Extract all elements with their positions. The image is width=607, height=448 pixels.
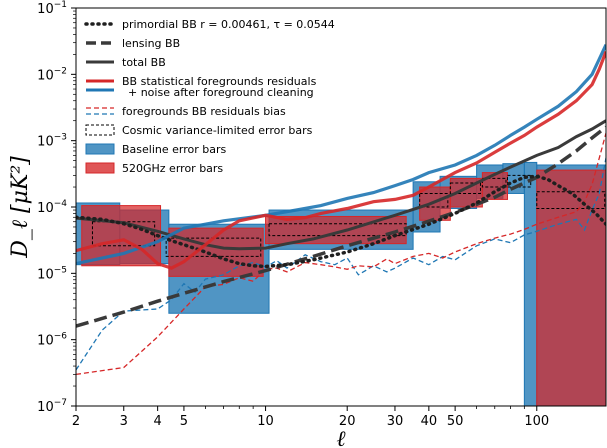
x-tick-label: 5 (180, 414, 188, 429)
y-tick-label: 10−4 (37, 199, 67, 216)
cv-error-box-8 (536, 191, 606, 209)
cv-error-box-5 (449, 182, 481, 194)
legend-item-7-swatch (85, 143, 115, 155)
x-tick-label: 2 (72, 414, 80, 429)
x-tick-label: 20 (339, 414, 356, 429)
legend-item-1-label: primordial BB r = 0.00461, τ = 0.0544 (122, 18, 335, 31)
axes: 2 3 4 5 10 20 30 40 50 100 10−7 10−6 10−5 10−4 10−3 10−… (37, 0, 549, 429)
legend-item-4-label-line2: + noise after foreground cleaning (128, 86, 314, 99)
legend-item-5: foregrounds BB residuals bias (86, 105, 286, 118)
cv-error-box-6 (481, 177, 507, 188)
x-tick-label: 10 (257, 414, 274, 429)
series-lensing-line (76, 125, 606, 328)
freq520-error-box-7 (536, 169, 606, 406)
y-tick-label: 10−1 (37, 0, 67, 17)
x-tick-label: 3 (120, 414, 128, 429)
legend-item-8: 520GHz error bars (85, 162, 223, 175)
legend-item-8-label: 520GHz error bars (122, 162, 223, 175)
x-axis-title: ℓ (336, 427, 346, 448)
cv-error-box-3 (268, 223, 407, 237)
legend-item-4: BB statistical foregrounds residuals+ no… (86, 75, 317, 99)
series-primordial-line (76, 174, 606, 269)
legend-item-2-label: lensing BB (122, 37, 180, 50)
legend-item-6-label: Cosmic variance-limited error bars (122, 124, 313, 137)
legend-item-6-swatch (85, 124, 115, 136)
legend-item-2: lensing BB (86, 37, 180, 50)
legend-item-8-swatch (85, 162, 115, 174)
legend-item-3-label: total BB (122, 56, 166, 69)
legend: primordial BB r = 0.00461, τ = 0.0544 len… (84, 18, 335, 175)
baseline-error-box-9 (523, 161, 538, 406)
x-tick-label: 40 (421, 414, 438, 429)
legend-item-1: primordial BB r = 0.00461, τ = 0.0544 (84, 18, 335, 31)
series-stat-blue-line (76, 44, 606, 266)
x-tick-label: 100 (524, 414, 549, 429)
y-tick-label: 10−6 (37, 332, 67, 349)
y-axis-title: D_ℓ [μK²] (8, 156, 33, 259)
legend-item-7-label: Baseline error bars (122, 143, 227, 156)
series-stat-red-line (76, 51, 606, 270)
cv-error-box-4 (419, 192, 449, 208)
x-tick-label: 50 (447, 414, 464, 429)
x-tick-label: 30 (387, 414, 404, 429)
y-tick-label: 10−5 (37, 265, 67, 282)
series-bias-blue-line (76, 157, 606, 371)
series-bias-red-line (76, 132, 606, 376)
spectrum-lines (76, 44, 606, 376)
legend-item-4-label: BB statistical foregrounds residuals (122, 75, 317, 88)
legend-item-6: Cosmic variance-limited error bars (85, 124, 313, 137)
x-tick-label: 4 (154, 414, 162, 429)
legend-item-5-label: foregrounds BB residuals bias (122, 105, 286, 118)
y-tick-label: 10−7 (37, 398, 67, 415)
y-tick-label: 10−2 (37, 66, 67, 83)
y-tick-label: 10−3 (37, 133, 67, 150)
freq520-error-boxes (81, 169, 606, 406)
legend-item-7: Baseline error bars (85, 143, 227, 156)
legend-item-3: total BB (86, 56, 166, 69)
series-total-line (76, 119, 606, 251)
